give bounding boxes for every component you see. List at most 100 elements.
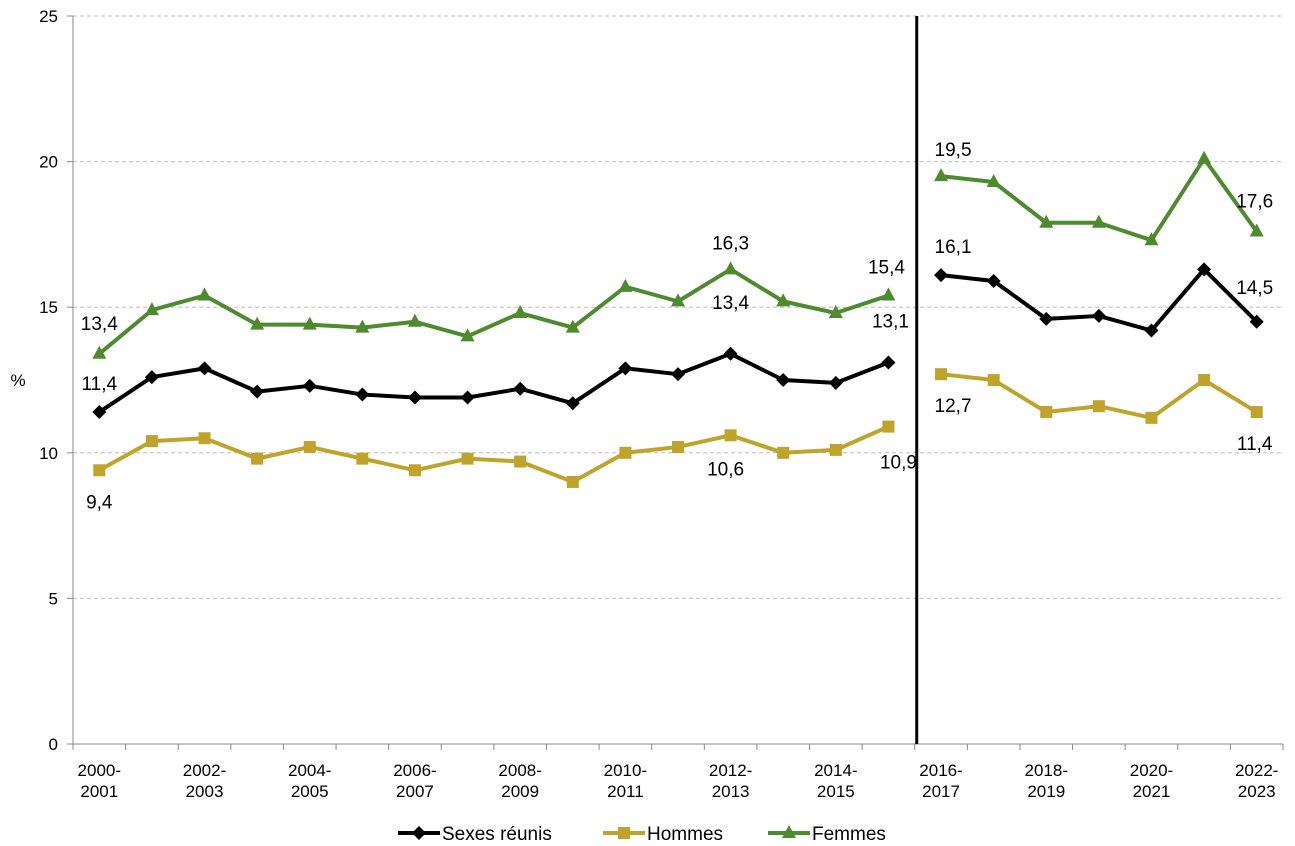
data-point [565,396,580,411]
x-tick-label: 2023 [1238,782,1276,801]
data-point [1040,406,1053,419]
x-tick-label: 2015 [817,782,855,801]
data-point [882,420,895,433]
data-point [145,435,158,448]
y-tick-label: 5 [49,589,58,608]
data-point [1198,374,1211,386]
series-line [98,424,890,484]
data-point [250,316,265,330]
series-femmes [92,150,1264,359]
data-point [92,405,107,420]
data-point [1197,150,1212,164]
data-point [935,368,948,381]
x-tick-label: 2001 [80,782,118,801]
data-label: 16,3 [712,233,749,254]
data-point [250,384,265,399]
series-line [98,267,890,356]
x-tick-label: 2014- [814,761,857,780]
data-labels: 11,4 13,4 13,1 16,1 14,5 9,4 10,6 10,9 12,7 11,4 1… [81,140,1273,513]
data-point [303,440,316,453]
gridlines [73,15,1283,599]
data-point [513,305,528,319]
x-tick-label: 2017 [922,782,960,801]
x-tick-label: 2021 [1133,782,1171,801]
data-point [618,827,630,839]
data-label: 19,5 [935,140,972,161]
data-label: 11,4 [1237,434,1273,455]
data-point [251,452,264,465]
series-lines [92,150,1264,488]
legend-item: Sexes réunis [398,824,552,845]
data-point [618,361,633,376]
data-point [881,287,896,301]
data-point [934,268,949,283]
x-tick-label: 2012- [709,761,752,780]
data-point [829,443,842,456]
data-label: 10,9 [880,453,917,474]
x-tick-label: 2022- [1235,761,1278,780]
data-label: 12,7 [935,396,972,417]
data-point [355,387,370,402]
x-tick-label: 2011 [607,782,644,801]
x-tick-label: 2020- [1130,761,1173,780]
y-tick-label: 0 [49,735,58,754]
data-point [1091,214,1106,228]
legend-item: Femmes [768,824,886,845]
data-point [1039,311,1054,326]
data-point [460,328,475,342]
data-point [197,361,212,376]
data-point [881,355,896,370]
data-point [776,373,791,387]
data-label: 10,6 [707,459,744,480]
data-point [566,475,579,488]
data-point [197,287,212,301]
data-point [302,316,317,330]
legend-label: Sexes réunis [442,824,552,845]
x-tick-label: 2009 [501,782,539,801]
data-point [412,826,426,840]
series-line [940,156,1259,243]
x-tick-label: 2000- [78,761,121,780]
data-point [1249,223,1264,237]
data-point [513,381,528,396]
x-tick-label: 2019 [1027,782,1065,801]
axes [67,15,1284,750]
data-point [986,273,1001,288]
data-point [671,367,685,382]
x-tick-label: 2016- [919,761,962,780]
data-label: 17,6 [1236,191,1273,212]
data-point [355,319,370,333]
data-point [723,346,738,361]
x-tick-label: 2002- [183,761,226,780]
data-label: 13,4 [81,314,118,335]
y-tick-label: 25 [39,7,58,26]
data-point [724,429,737,442]
data-point [723,261,738,275]
x-tick-label: 2004- [288,761,331,780]
legend-item: Hommes [603,824,723,845]
data-point [987,374,1000,386]
data-label: 13,1 [872,312,909,333]
data-point [1091,308,1106,323]
x-tick-label: 2013 [712,782,750,801]
legend-label: Hommes [647,824,723,845]
data-point [514,455,527,468]
data-label: 14,5 [1236,278,1273,299]
data-point [356,452,369,465]
x-tick-label: 2005 [291,782,329,801]
data-label: 13,4 [712,293,749,314]
x-tick-labels: 2000- 2001 2002- 2003 2004- 2005 2006- 2007 2008… [78,761,1279,801]
data-point [1249,314,1264,329]
x-tick-label: 2010- [604,761,647,780]
x-tick-label: 2006- [393,761,436,780]
data-point [828,375,843,390]
series-sexes-r-unis [92,262,1264,420]
data-point [302,378,317,393]
data-point [460,390,475,405]
y-tick-labels: 0 5 10 15 20 25 [39,7,58,754]
data-label: 15,4 [868,258,905,279]
data-point [618,278,633,292]
data-point [1145,411,1158,424]
data-label: 11,4 [82,374,118,395]
